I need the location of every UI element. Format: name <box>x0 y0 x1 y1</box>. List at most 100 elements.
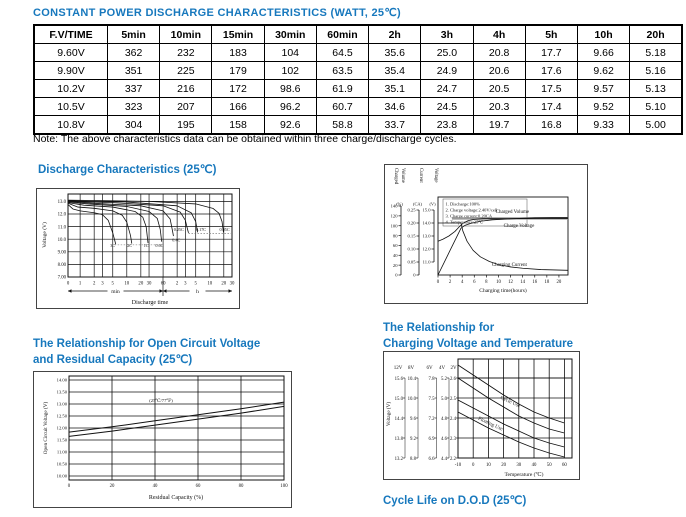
svg-text:0: 0 <box>437 280 440 285</box>
svg-text:3: 3 <box>184 282 187 287</box>
svg-text:30: 30 <box>230 282 235 287</box>
svg-text:15.6: 15.6 <box>395 377 404 382</box>
value-cell: 35.4 <box>368 61 422 80</box>
value-cell: 60.7 <box>315 97 370 116</box>
svg-text:14.00: 14.00 <box>57 378 68 383</box>
svg-text:4V: 4V <box>439 366 446 371</box>
ocv-title-line2: and Residual Capacity (25℃) <box>33 354 193 366</box>
discharge-chart: 13.0 12.0 11.0 10.0 9.00 8.00 7.00 Voltage (V) 0… <box>36 188 240 309</box>
ocv-title: The Relationship for Open Circuit Voltag… <box>33 336 260 368</box>
svg-text:Voltage (V): Voltage (V) <box>385 402 392 427</box>
constant-power-table: F.V/TIME 5min 10min 15min 30min 60min 2h 3h 4h 5h… <box>33 24 683 135</box>
table-header-cell: 5min <box>106 24 161 44</box>
value-cell: 9.33 <box>576 115 631 135</box>
svg-text:30: 30 <box>516 463 521 468</box>
value-cell: 323 <box>106 97 161 116</box>
svg-text:9.6: 9.6 <box>410 417 417 422</box>
value-cell: 98.6 <box>263 79 317 98</box>
value-cell: 19.7 <box>472 115 526 135</box>
svg-text:h: h <box>196 289 199 295</box>
svg-text:0: 0 <box>68 484 71 489</box>
svg-text:4: 4 <box>461 280 464 285</box>
svg-text:12: 12 <box>508 280 513 285</box>
svg-text:4.8: 4.8 <box>441 417 448 422</box>
value-cell: 5.18 <box>629 43 683 62</box>
svg-text:0.10: 0.10 <box>407 247 416 252</box>
svg-text:Open Circuit Voltage (V): Open Circuit Voltage (V) <box>42 402 49 455</box>
table-header-cell: 10min <box>159 24 213 44</box>
svg-text:Volume: Volume <box>400 168 405 183</box>
table-note: Note: The above characteristics data can… <box>33 133 457 145</box>
svg-text:20: 20 <box>138 282 143 287</box>
svg-text:10.50: 10.50 <box>57 462 68 467</box>
table-header-cell: 3h <box>420 24 474 44</box>
table-header-cell: 15min <box>211 24 265 44</box>
charging-voltage-temperature-chart: 12V 15.6 15.0 14.4 13.8 13.2 8V 10.4 10.0 9.6 9.2 8… <box>383 351 580 480</box>
svg-text:Discharge time: Discharge time <box>132 300 169 306</box>
svg-text:10.0: 10.0 <box>408 397 417 402</box>
svg-text:Charged: Charged <box>393 168 398 185</box>
table-row: 9.90V 351 225 179 102 63.5 35.4 24.9 20.6 17.6 9.6… <box>33 61 683 80</box>
value-cell: 102 <box>263 61 317 80</box>
value-cell: 216 <box>159 79 213 98</box>
value-cell: 5.00 <box>629 115 683 135</box>
svg-text:8.8: 8.8 <box>410 457 417 462</box>
svg-text:Voltage: Voltage <box>433 168 438 183</box>
svg-text:2: 2 <box>449 280 452 285</box>
svg-text:11.0: 11.0 <box>58 225 67 230</box>
value-cell: 337 <box>106 79 161 98</box>
discharge-chart-title: Discharge Characteristics (25℃) <box>38 164 217 176</box>
svg-text:10: 10 <box>486 463 491 468</box>
value-cell: 207 <box>159 97 213 116</box>
svg-text:11.00: 11.00 <box>57 450 68 455</box>
svg-text:Temperature (℃): Temperature (℃) <box>505 471 544 478</box>
svg-text:Voltage (V): Voltage (V) <box>41 222 48 248</box>
svg-text:12V: 12V <box>394 366 403 371</box>
svg-text:5: 5 <box>112 282 115 287</box>
svg-text:10.00: 10.00 <box>57 474 68 479</box>
svg-text:13.00: 13.00 <box>57 402 68 407</box>
svg-text:60: 60 <box>393 243 398 248</box>
value-cell: 17.5 <box>524 79 578 98</box>
svg-text:20: 20 <box>393 263 398 268</box>
value-cell: 9.57 <box>576 79 631 98</box>
charge-characteristics-chart: 0 20 40 60 80 100 120 140 (%) 0 0.05 0.10 0.15 0.20 0.… <box>384 164 588 304</box>
svg-text:12.00: 12.00 <box>57 426 68 431</box>
svg-text:Charge Voltage: Charge Voltage <box>504 224 535 229</box>
svg-text:0.20: 0.20 <box>407 221 416 226</box>
svg-text:-10: -10 <box>455 463 462 468</box>
svg-text:2.4: 2.4 <box>450 417 457 422</box>
svg-text:20: 20 <box>557 280 562 285</box>
svg-text:14: 14 <box>520 280 525 285</box>
svg-text:20: 20 <box>501 463 506 468</box>
svg-text:10: 10 <box>496 280 501 285</box>
svg-text:(V): (V) <box>429 202 436 207</box>
value-cell: 9.66 <box>576 43 631 62</box>
table-row: 10.5V 323 207 166 96.2 60.7 34.6 24.5 20.3 17.4 9.… <box>33 97 683 116</box>
svg-text:120: 120 <box>391 214 399 219</box>
value-cell: 5.10 <box>629 97 683 116</box>
svg-text:80: 80 <box>393 233 398 238</box>
value-cell: 9.62 <box>576 61 631 80</box>
svg-text:18: 18 <box>544 280 549 285</box>
value-cell: 20.3 <box>472 97 526 116</box>
ocv-title-line1: The Relationship for Open Circuit Voltag… <box>33 338 261 350</box>
svg-text:2C: 2C <box>127 243 132 248</box>
table-head: F.V/TIME 5min 10min 15min 30min 60min 2h 3h 4h 5h… <box>33 24 683 44</box>
svg-text:4.4: 4.4 <box>441 457 448 462</box>
svg-text:10.4: 10.4 <box>408 377 417 382</box>
value-cell: 351 <box>106 61 161 80</box>
row-label-cell: 10.5V <box>33 97 108 116</box>
value-cell: 16.8 <box>524 115 578 135</box>
svg-text:Current: Current <box>418 168 423 183</box>
value-cell: 195 <box>159 115 213 135</box>
svg-text:14.0: 14.0 <box>422 221 431 226</box>
value-cell: 9.52 <box>576 97 631 116</box>
svg-text:0.25: 0.25 <box>407 208 416 213</box>
svg-text:8V: 8V <box>408 366 415 371</box>
svg-text:Cycle Use: Cycle Use <box>499 395 522 410</box>
value-cell: 304 <box>106 115 161 135</box>
value-cell: 179 <box>211 61 265 80</box>
svg-text:0.25C: 0.25C <box>174 227 184 232</box>
table-header-cell: 30min <box>263 24 317 44</box>
